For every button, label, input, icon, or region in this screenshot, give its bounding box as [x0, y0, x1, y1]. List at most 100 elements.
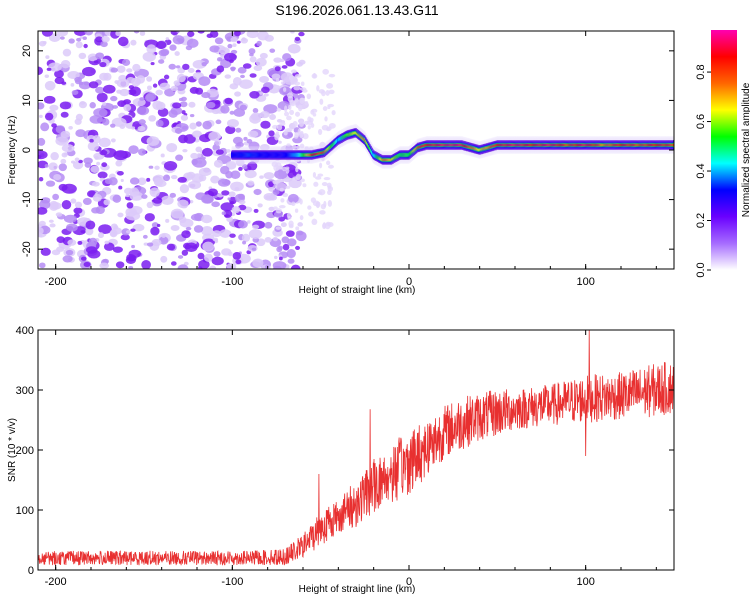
spectrogram-noise-cell: [215, 149, 224, 155]
spectrogram-noise-cell: [286, 127, 293, 133]
spectrogram-noise-cell: [308, 211, 314, 217]
spectrogram-noise-cell: [117, 36, 129, 47]
spectrogram-noise-cell: [229, 233, 236, 238]
spectrogram-noise-cell: [38, 154, 42, 159]
spectrogram-noise-cell: [182, 148, 188, 153]
spectrogram-noise-cell: [274, 182, 287, 191]
spectrogram-noise-cell: [61, 152, 68, 158]
spectrogram-noise-cell: [183, 134, 196, 144]
colorbar-tick-label: 0.8: [695, 64, 707, 79]
spectrogram-noise-cell: [74, 31, 87, 37]
spectrogram-noise-cell: [248, 229, 263, 239]
spectrogram-noise-cell: [158, 59, 165, 64]
spectrogram-noise-cell: [201, 147, 213, 157]
spectrogram-noise-cell: [250, 112, 262, 121]
spectrogram-noise-cell: [38, 207, 48, 215]
spectrogram-noise-cell: [118, 185, 123, 190]
spectrogram-noise-cell: [248, 141, 260, 151]
spectrogram-noise-cell: [209, 265, 217, 269]
spectrogram-noise-cell: [50, 202, 62, 210]
spectrogram-noise-cell: [184, 242, 198, 252]
spectrogram-noise-cell: [248, 48, 256, 55]
spectrogram-noise-cell: [55, 212, 63, 217]
spectrogram-noise-cell: [141, 259, 151, 269]
spectrogram-noise-cell: [188, 180, 202, 190]
spectrogram-noise-cell: [195, 121, 202, 127]
spectrogram-noise-cell: [216, 57, 223, 62]
spectrogram-noise-cell: [190, 152, 199, 160]
spectrogram-noise-cell: [79, 101, 86, 105]
spectrogram-noise-cell: [70, 160, 76, 164]
spectrogram-noise-cell: [181, 230, 191, 239]
spectrogram-noise-cell: [146, 177, 151, 182]
spectrogram-noise-cell: [293, 81, 301, 86]
spectrogram-noise-cell: [204, 253, 214, 263]
spectrogram-noise-cell: [129, 191, 144, 201]
spectrogram-noise-cell: [287, 238, 297, 247]
spectrogram-noise-cell: [242, 240, 247, 245]
spectrogram-noise-cell: [189, 114, 195, 118]
spectrogram-noise-cell: [128, 249, 142, 258]
spectrogram-noise-cell: [268, 130, 275, 137]
spectrogram-noise-cell: [153, 177, 164, 187]
spectrogram-noise-cell: [125, 211, 141, 221]
spectrogram-noise-cell: [318, 189, 326, 196]
spectrogram-noise-cell: [40, 122, 50, 132]
spectrogram-noise-cell: [249, 53, 254, 57]
spectrogram-noise-cell: [299, 97, 305, 104]
spectrogram-noise-cell: [230, 49, 238, 54]
spectrogram-noise-cell: [289, 75, 294, 81]
spectrogram-noise-cell: [172, 102, 182, 109]
amplitude-colorbar: 0.0 0.2 0.4 0.6 0.8 Normalized spectral ampl…: [695, 30, 750, 278]
spectrogram-noise-cell: [287, 92, 294, 99]
spectrogram-noise-cell: [289, 109, 295, 116]
spectrogram-noise-cell: [176, 37, 182, 42]
spectrogram-noise-cell: [213, 159, 223, 168]
spectrogram-noise-cell: [116, 89, 122, 94]
spectrogram-noise-cell: [287, 193, 299, 204]
spectrogram-noise-cell: [237, 66, 247, 74]
spectrogram-noise-cell: [273, 57, 282, 63]
spectrogram-noise-cell: [291, 69, 297, 74]
spectrogram-noise-cell: [201, 226, 214, 236]
spectrogram-noise-cell: [70, 198, 77, 204]
spectrogram-noise-cell: [307, 125, 311, 130]
spectrogram-noise-cell: [226, 118, 239, 128]
spectrogram-noise-cell: [311, 218, 318, 226]
snr-x-axis-title: Height of straight line (km): [299, 584, 416, 595]
spectrogram-noise-cell: [232, 251, 242, 260]
spectrogram-noise-cell: [188, 101, 196, 108]
spectrogram-noise-cell: [287, 43, 301, 54]
spectrogram-noise-cell: [39, 114, 43, 119]
spectrogram-noise-cell: [298, 31, 305, 37]
spectrogram-noise-cell: [273, 255, 278, 260]
spectrogram-noise-cell: [242, 63, 252, 69]
colorbar-ticks: 0.0 0.2 0.4 0.6 0.8: [695, 64, 711, 278]
spectrogram-noise-cell: [128, 145, 139, 154]
spectrogram-noise-cell: [165, 37, 170, 41]
spectrogram-noise-cell: [169, 44, 177, 51]
spectrogram-noise-cell: [45, 55, 50, 59]
spectrogram-noise-cell: [169, 192, 177, 198]
spectrogram-noise-cell: [55, 136, 69, 146]
spectrogram-noise-cell: [68, 125, 73, 130]
spectrogram-noise-cell: [202, 120, 212, 130]
spectrogram-noise-cell: [170, 225, 180, 231]
spectrogram-noise-cell: [102, 84, 116, 94]
spectrogram-noise-cell: [187, 31, 195, 37]
spectrogram-noise-cell: [177, 264, 189, 269]
spectrogram-noise-cell: [239, 79, 253, 89]
colorbar-tick-label: 0.4: [695, 163, 707, 178]
spectrogram-noise-cell: [299, 143, 305, 149]
spectrogram-noise-cell: [142, 51, 156, 62]
spectrogram-noise-cell: [264, 34, 274, 42]
spectrogram-noise-cell: [67, 71, 80, 80]
spectrogram-x-tick-label: 100: [576, 276, 594, 288]
spectrogram-noise-cell: [295, 245, 301, 250]
spectrogram-noise-cell: [110, 123, 116, 128]
spectrogram-noise-cell: [103, 242, 115, 251]
spectrogram-noise-cell: [75, 41, 83, 49]
spectrogram-noise-cell: [275, 131, 280, 135]
spectrogram-noise-cell: [166, 243, 176, 251]
spectrogram-noise-cell: [294, 208, 299, 213]
